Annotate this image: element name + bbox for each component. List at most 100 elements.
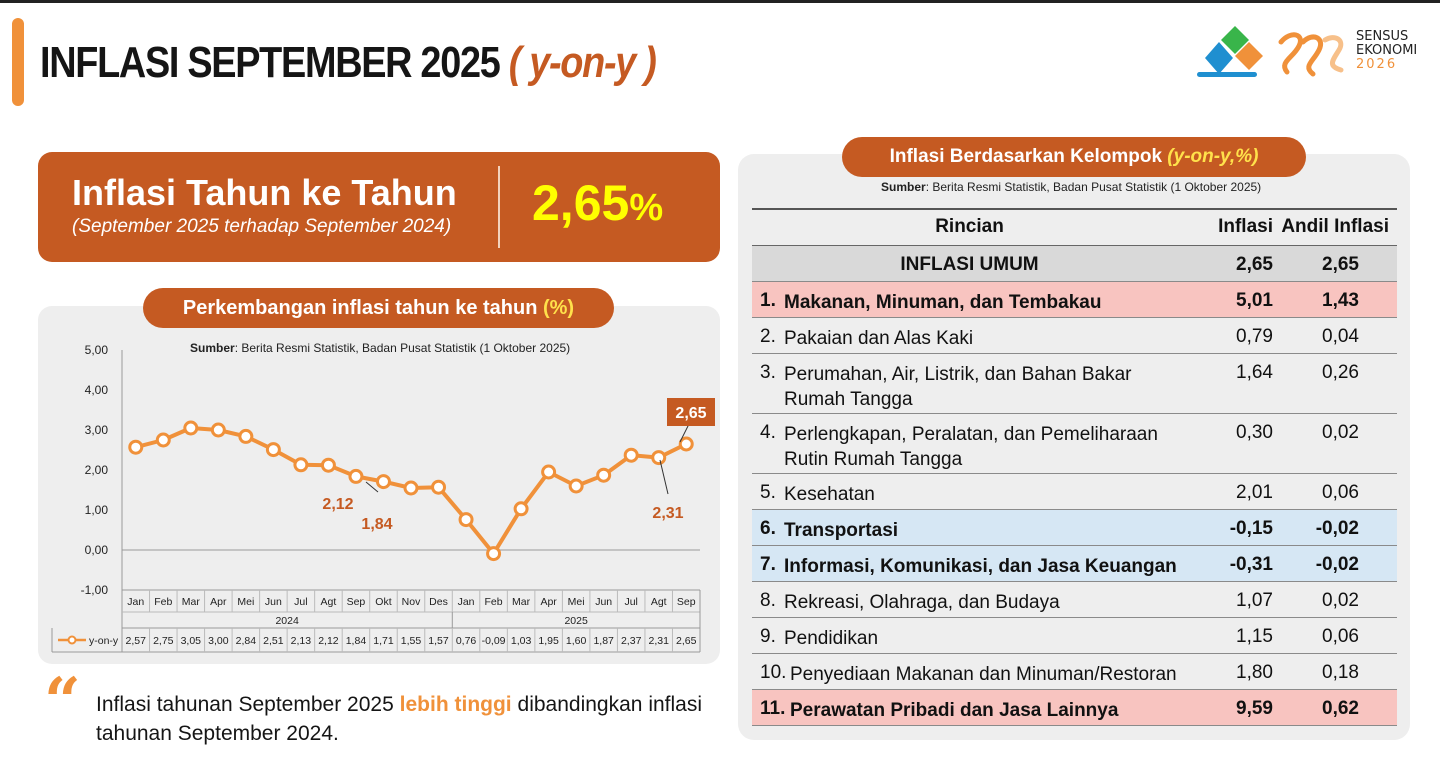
- quote-icon: “: [44, 664, 81, 739]
- table-title-text: Inflasi Berdasarkan Kelompok: [889, 146, 1168, 167]
- row-label: Kesehatan: [784, 483, 875, 505]
- row-rincian: 4. Perlengkapan, Peralatan, dan Pemelihar…: [752, 413, 1179, 474]
- table-title-pill: Inflasi Berdasarkan Kelompok (y-on-y,%): [842, 137, 1306, 177]
- logo-line-2: EKONOMI: [1356, 43, 1418, 58]
- quote-text-before: Inflasi tahunan September 2025: [96, 693, 400, 716]
- row-inflasi: 0,30: [1179, 413, 1273, 474]
- header-rincian: Rincian: [752, 208, 1179, 246]
- row-number: 7.: [760, 553, 776, 575]
- row-number: 11.: [760, 697, 786, 719]
- table-row: 10. Penyediaan Makanan dan Minuman/Restor…: [752, 653, 1397, 690]
- logo-line-1: SENSUS: [1356, 29, 1409, 44]
- umum-inflasi: 2,65: [1179, 245, 1273, 282]
- headline-value: 2,65%: [532, 174, 663, 232]
- row-number: 9.: [760, 625, 776, 647]
- bps-sensus-logo: [1197, 26, 1344, 77]
- row-inflasi: 2,01: [1179, 473, 1273, 510]
- table-row: 6. Transportasi -0,15 -0,02: [752, 509, 1397, 546]
- table-row: 1. Makanan, Minuman, dan Tembakau 5,01 1,43: [752, 281, 1397, 318]
- row-number: 4.: [760, 421, 776, 443]
- row-label: Penyediaan Makanan dan Minuman/Restoran: [790, 663, 1177, 685]
- row-label: Rekreasi, Olahraga, dan Budaya: [784, 591, 1060, 613]
- headline-value-unit: %: [629, 187, 664, 229]
- row-andil: -0,02: [1273, 545, 1397, 582]
- row-inflasi: 1,64: [1179, 353, 1273, 414]
- headline-divider: [498, 166, 500, 248]
- row-number: 8.: [760, 589, 776, 611]
- table-title-unit: (y-on-y,%): [1167, 146, 1259, 167]
- row-label: Pakaian dan Alas Kaki: [784, 327, 974, 349]
- umum-label: INFLASI UMUM: [752, 245, 1179, 282]
- row-number: 1.: [760, 289, 776, 311]
- row-number: 2.: [760, 325, 776, 347]
- headline-subtitle: (September 2025 terhadap September 2024): [72, 216, 452, 237]
- inflation-by-group-table: Rincian Inflasi Andil Inflasi INFLASI UM…: [752, 208, 1397, 726]
- header-andil: Andil Inflasi: [1273, 208, 1397, 246]
- logo-line-3: 2026: [1356, 57, 1398, 72]
- chart-source-label: Sumber: [190, 341, 235, 355]
- table-header-row: Rincian Inflasi Andil Inflasi: [752, 208, 1397, 246]
- quote-highlight: lebih tinggi: [399, 693, 512, 716]
- row-label: Perawatan Pribadi dan Jasa Lainnya: [790, 699, 1119, 721]
- row-number: 3.: [760, 361, 776, 383]
- row-andil: 0,02: [1273, 413, 1397, 474]
- row-rincian: 11. Perawatan Pribadi dan Jasa Lainnya: [752, 689, 1179, 726]
- row-rincian: 6. Transportasi: [752, 509, 1179, 546]
- table-row: 9. Pendidikan 1,15 0,06: [752, 617, 1397, 654]
- row-label: Perlengkapan, Peralatan, dan Pemeliharaa…: [784, 423, 1158, 470]
- row-inflasi: -0,15: [1179, 509, 1273, 546]
- row-andil: 1,43: [1273, 281, 1397, 318]
- chart-panel: [38, 306, 720, 664]
- bps-logo-icon: [1197, 26, 1263, 77]
- quote-text-after: dibandingkan inflasi tahunan September 2…: [96, 693, 703, 745]
- row-rincian: 5. Kesehatan: [752, 473, 1179, 510]
- row-andil: 0,02: [1273, 581, 1397, 618]
- table-source: Sumber: Berita Resmi Statistik, Badan Pu…: [881, 180, 1261, 194]
- row-inflasi: 1,80: [1179, 653, 1273, 690]
- row-andil: 0,04: [1273, 317, 1397, 354]
- row-rincian: 1. Makanan, Minuman, dan Tembakau: [752, 281, 1179, 318]
- row-rincian: 8. Rekreasi, Olahraga, dan Budaya: [752, 581, 1179, 618]
- row-rincian: 2. Pakaian dan Alas Kaki: [752, 317, 1179, 354]
- row-label: Makanan, Minuman, dan Tembakau: [784, 291, 1102, 313]
- row-inflasi: 5,01: [1179, 281, 1273, 318]
- title-accent-bar: [12, 18, 24, 106]
- table-source-label: Sumber: [881, 180, 926, 194]
- sensus-logo-text: SENSUS EKONOMI 2026: [1356, 30, 1417, 72]
- row-number: 10.: [760, 661, 787, 683]
- row-label: Perumahan, Air, Listrik, dan Bahan Bakar…: [784, 363, 1132, 410]
- row-inflasi: 9,59: [1179, 689, 1273, 726]
- chart-source-text: : Berita Resmi Statistik, Badan Pusat St…: [234, 341, 571, 355]
- page-title: INFLASI SEPTEMBER 2025 ( y-on-y ): [40, 38, 657, 88]
- chart-title-text: Perkembangan inflasi tahun ke tahun: [182, 297, 543, 319]
- row-andil: 0,26: [1273, 353, 1397, 414]
- table-row: 3. Perumahan, Air, Listrik, dan Bahan Bak…: [752, 353, 1397, 414]
- row-andil: 0,62: [1273, 689, 1397, 726]
- row-number: 5.: [760, 481, 776, 503]
- row-inflasi: 1,07: [1179, 581, 1273, 618]
- quote-text: Inflasi tahunan September 2025 lebih tin…: [96, 690, 702, 748]
- page-title-yoy: ( y-on-y ): [508, 38, 657, 87]
- row-andil: -0,02: [1273, 509, 1397, 546]
- row-number: 6.: [760, 517, 776, 539]
- headline-title: Inflasi Tahun ke Tahun: [72, 172, 457, 213]
- row-label: Transportasi: [784, 519, 899, 541]
- row-inflasi: -0,31: [1179, 545, 1273, 582]
- umum-andil: 2,65: [1273, 245, 1397, 282]
- table-row: 5. Kesehatan 2,01 0,06: [752, 473, 1397, 510]
- row-label: Pendidikan: [784, 627, 879, 649]
- row-rincian: 7. Informasi, Komunikasi, dan Jasa Keuang…: [752, 545, 1179, 582]
- headline-box: Inflasi Tahun ke Tahun (September 2025 t…: [38, 152, 720, 262]
- row-inflasi: 0,79: [1179, 317, 1273, 354]
- sensus-ekonomi-icon: [1278, 32, 1344, 77]
- row-inflasi: 1,15: [1179, 617, 1273, 654]
- table-row: 8. Rekreasi, Olahraga, dan Budaya 1,07 0,02: [752, 581, 1397, 618]
- page-title-main: INFLASI SEPTEMBER 2025: [40, 38, 501, 87]
- headline-value-number: 2,65: [532, 175, 630, 231]
- row-andil: 0,18: [1273, 653, 1397, 690]
- chart-title-unit: (%): [542, 297, 575, 319]
- row-rincian: 9. Pendidikan: [752, 617, 1179, 654]
- row-andil: 0,06: [1273, 473, 1397, 510]
- row-label: Informasi, Komunikasi, dan Jasa Keuangan: [784, 555, 1177, 577]
- chart-title-pill: Perkembangan inflasi tahun ke tahun (%): [143, 288, 614, 328]
